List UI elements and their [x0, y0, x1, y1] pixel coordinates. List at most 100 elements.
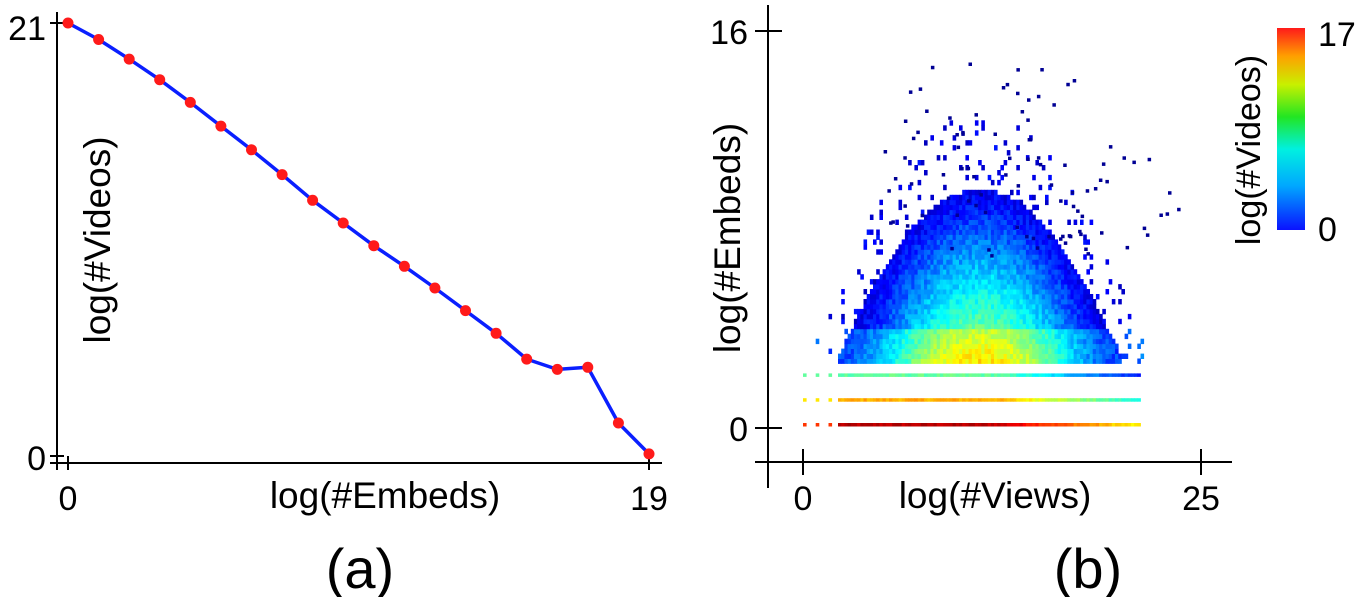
- heat-cell: [930, 299, 934, 305]
- heat-cell: [892, 323, 896, 330]
- heat-cell: [965, 289, 969, 295]
- heat-cell: [933, 348, 938, 354]
- heat-cell: [1054, 423, 1059, 427]
- heat-cell: [930, 358, 934, 364]
- heat-cell: [971, 423, 976, 427]
- heat-cell: [946, 308, 950, 315]
- heat-cell: [962, 219, 966, 225]
- heat-cell: [920, 229, 925, 235]
- heat-cell: [1105, 348, 1110, 354]
- heat-cell: [984, 269, 989, 275]
- heat-cell: [885, 299, 890, 305]
- heat-cell: [1105, 179, 1109, 184]
- heat-cell: [968, 294, 973, 300]
- heat-cell: [936, 299, 941, 305]
- heat-cell: [974, 189, 979, 196]
- heat-cell: [901, 343, 906, 349]
- heat-cell: [1054, 373, 1059, 377]
- heat-cell: [1063, 241, 1068, 245]
- heat-cell: [974, 373, 979, 377]
- heat-cell: [990, 179, 995, 186]
- heat-cell: [838, 358, 842, 364]
- heat-cell: [1067, 318, 1071, 325]
- heat-cell: [997, 179, 1001, 186]
- heat-cell: [997, 328, 1001, 335]
- heat-cell: [1035, 294, 1039, 300]
- heat-cell: [1124, 398, 1129, 402]
- heat-cell: [978, 279, 982, 285]
- heat-cell: [978, 328, 982, 335]
- heat-cell: [1025, 234, 1029, 239]
- heat-cell: [949, 358, 954, 364]
- heat-cell: [1035, 289, 1039, 295]
- heat-cell: [1013, 219, 1017, 225]
- heat-cell: [990, 289, 995, 295]
- heat-cell: [978, 338, 982, 345]
- heat-cell: [955, 328, 960, 335]
- heat-cell: [952, 313, 957, 320]
- heat-cell: [1111, 398, 1116, 402]
- heat-cell: [914, 303, 918, 310]
- heat-cell: [1086, 353, 1090, 359]
- heat-cell: [908, 423, 912, 427]
- heat-cell: [1073, 274, 1078, 280]
- heat-cell: [1067, 269, 1071, 275]
- heat-cell: [904, 214, 909, 220]
- heat-cell: [1083, 299, 1087, 305]
- heat-cell: [983, 210, 988, 215]
- heat-cell: [1063, 163, 1067, 167]
- heat-cell: [1022, 259, 1027, 265]
- heat-cell: [882, 423, 887, 427]
- heat-cell: [927, 338, 931, 345]
- heat-cell: [898, 244, 903, 250]
- heat-cell: [1073, 284, 1078, 290]
- heat-cell: [1026, 157, 1030, 161]
- heat-cell: [847, 373, 852, 377]
- heat-cell: [1006, 269, 1011, 275]
- heat-cell: [987, 373, 992, 377]
- heat-cell: [952, 209, 957, 215]
- heat-cell: [946, 199, 950, 206]
- heat-cell: [1029, 318, 1033, 325]
- heat-cell: [1025, 284, 1030, 290]
- heat-cell: [1076, 373, 1081, 377]
- heat-cell: [1102, 308, 1106, 315]
- heat-cell: [955, 224, 960, 230]
- heat-cell: [965, 244, 969, 250]
- heat-cell: [1064, 358, 1068, 364]
- heat-cell: [903, 156, 907, 160]
- heat-cell: [990, 343, 995, 349]
- heat-cell: [959, 244, 963, 250]
- heat-cell: [1003, 194, 1008, 201]
- heat-cell: [889, 343, 893, 349]
- heat-cell: [920, 294, 925, 300]
- heat-cell: [879, 398, 883, 402]
- heat-cell: [1080, 299, 1084, 305]
- heat-cell: [1080, 303, 1084, 310]
- heat-cell: [1076, 303, 1081, 310]
- heat-cell: [1076, 323, 1081, 330]
- heat-cell: [1089, 328, 1094, 335]
- heat-cell: [1060, 313, 1065, 320]
- heat-cell: [959, 343, 963, 349]
- heat-cell: [962, 259, 966, 265]
- heat-cell: [965, 269, 969, 275]
- data-point: [521, 353, 533, 365]
- heat-cell: [1086, 338, 1090, 345]
- heat-cell: [981, 239, 985, 245]
- heat-cell: [1013, 289, 1017, 295]
- heat-cell: [968, 348, 973, 354]
- heat-cell: [866, 338, 871, 345]
- heat-cell: [1000, 165, 1004, 171]
- heat-cell: [1083, 398, 1087, 402]
- heat-cell: [1041, 289, 1046, 295]
- heat-cell: [914, 284, 918, 290]
- heat-cell: [1000, 279, 1004, 285]
- heat-cell: [955, 213, 959, 217]
- heat-cell: [994, 239, 998, 245]
- heat-cell: [1035, 229, 1039, 235]
- heat-cell: [978, 204, 982, 211]
- heat-cell: [1092, 353, 1097, 359]
- heat-cell: [1003, 269, 1008, 275]
